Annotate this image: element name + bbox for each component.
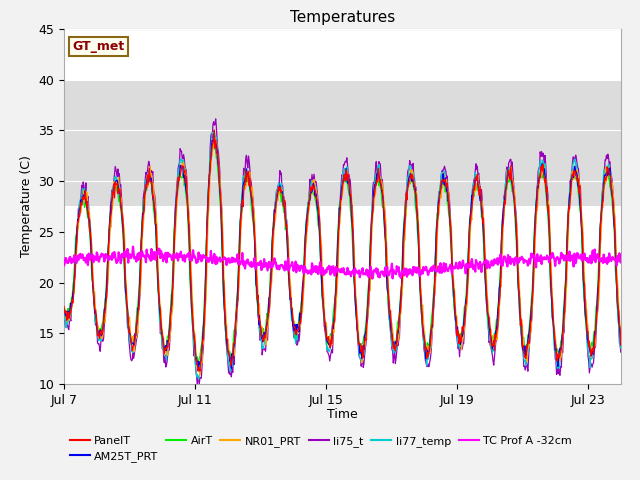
X-axis label: Time: Time bbox=[327, 408, 358, 421]
Legend: PanelT, AM25T_PRT, AirT, NR01_PRT, li75_t, li77_temp, TC Prof A -32cm: PanelT, AM25T_PRT, AirT, NR01_PRT, li75_… bbox=[70, 436, 572, 462]
Text: GT_met: GT_met bbox=[72, 40, 125, 53]
Title: Temperatures: Temperatures bbox=[290, 10, 395, 25]
Y-axis label: Temperature (C): Temperature (C) bbox=[20, 156, 33, 257]
Bar bbox=[64, 80, 621, 206]
